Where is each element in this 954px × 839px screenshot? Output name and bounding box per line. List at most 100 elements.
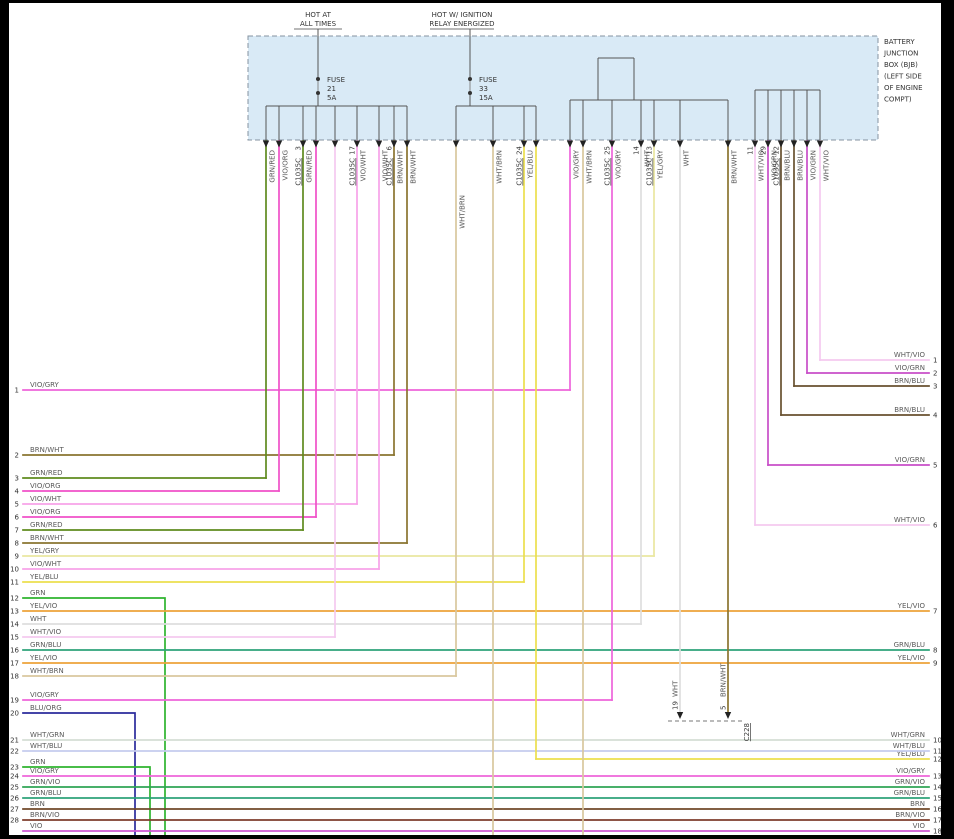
connector-name-c228: C228: [743, 723, 751, 741]
left-wire-code: WHT/BLU: [30, 742, 62, 750]
right-wire-code: VIO/GRN: [895, 456, 925, 464]
fuse-terminal-icon: [468, 77, 472, 81]
right-wire-number: 4: [933, 412, 938, 420]
right-wire-code: BRN/VIO: [895, 811, 925, 819]
left-wire-number: 26: [10, 795, 19, 803]
left-wire-number: 22: [10, 748, 19, 756]
pin-number-label: 12: [773, 146, 781, 155]
right-wire-code: YEL/VIO: [897, 602, 926, 610]
bjb-exit-arrow-icon: [403, 140, 411, 148]
connector-name-label: C1035C: [295, 158, 303, 186]
left-wire-code: GRN/BLU: [30, 789, 61, 797]
left-wire-number: 15: [10, 634, 19, 642]
wire-left-23: [22, 766, 151, 837]
left-wire-number: 4: [15, 488, 20, 496]
junction-box-label: (LEFT SIDE: [884, 73, 922, 81]
wire-left-20: [22, 712, 136, 837]
bjb-exit-arrow-icon: [579, 140, 587, 148]
right-wire-code: YEL/BLU: [896, 750, 925, 758]
right-wire-number: 9: [933, 660, 937, 668]
junction-box-label: OF ENGINE: [884, 84, 923, 92]
right-wire-code: WHT/GRN: [891, 731, 925, 739]
wire-code-label: VIO/GRN: [810, 150, 818, 180]
left-wire-number: 16: [10, 647, 19, 655]
left-wire-number: 27: [10, 806, 19, 814]
right-wire-code: GRN/VIO: [895, 778, 926, 786]
right-wire-number: 1: [933, 357, 937, 365]
bjb-exit-arrow-icon: [724, 140, 732, 148]
left-wire-code: VIO/WHT: [30, 495, 62, 503]
left-wire-number: 28: [10, 817, 19, 825]
left-wire-code: WHT/VIO: [30, 628, 62, 636]
wire-code-label: WHT: [683, 149, 691, 166]
junction-box-label: BATTERY: [884, 38, 915, 46]
bjb-exit-arrow-icon: [777, 140, 785, 148]
right-wire-number: 17: [933, 817, 942, 825]
left-wire-code: YEL/GRY: [29, 547, 60, 555]
wire-code-label: BRN/WHT: [397, 149, 405, 183]
right-wire-code: BRN: [910, 800, 925, 808]
left-wire-number: 13: [10, 608, 19, 616]
fuse-terminal-icon: [468, 91, 472, 95]
fuse-terminal-icon: [316, 77, 320, 81]
right-wire-number: 14: [933, 784, 942, 792]
power-source-label: HOT W/ IGNITION: [432, 11, 493, 19]
left-wire-code: BRN: [30, 800, 45, 808]
left-wire-number: 6: [15, 514, 20, 522]
left-wire-number: 8: [15, 540, 19, 548]
bjb-exit-arrow-icon: [608, 140, 616, 148]
left-wire-number: 11: [10, 579, 19, 587]
pin-number-label: 25: [604, 146, 612, 155]
page-frame-left: [0, 0, 9, 839]
left-wire-code: VIO: [30, 822, 43, 830]
bjb-exit-arrow-icon: [790, 140, 798, 148]
left-wire-code: BRN/WHT: [30, 534, 64, 542]
right-wire-code: YEL/VIO: [897, 654, 926, 662]
left-wire-code: WHT: [30, 615, 47, 623]
left-wire-number: 25: [10, 784, 19, 792]
bjb-exit-arrow-icon: [751, 140, 759, 148]
wire-code-label: BRN/BLU: [797, 150, 805, 181]
bjb-exit-arrow-icon: [489, 140, 497, 148]
left-wire-code: WHT/GRN: [30, 731, 64, 739]
bjb-exit-arrow-icon: [275, 140, 283, 148]
wire-code-label: BRN/WHT: [410, 149, 418, 183]
right-wire-number: 13: [933, 773, 942, 781]
left-wire-code: GRN/VIO: [30, 778, 61, 786]
left-wire-code: BRN/WHT: [30, 446, 64, 454]
left-wire-code: GRN: [30, 589, 46, 597]
bjb-exit-arrow-icon: [637, 140, 645, 148]
pin-number-label: 19: [672, 701, 680, 710]
fuse-label: FUSE: [327, 76, 345, 84]
bjb-exit-arrow-icon: [390, 140, 398, 148]
left-wire-number: 10: [10, 566, 19, 574]
wire-code-label: BRN/WHT: [731, 149, 739, 183]
wire-code-label: WHT: [672, 680, 680, 697]
left-wire-code: VIO/GRY: [30, 767, 60, 775]
left-wire-code: GRN/BLU: [30, 641, 61, 649]
power-source-label: HOT AT: [305, 11, 332, 19]
left-wire-code: GRN/RED: [30, 469, 63, 477]
right-wire-code: WHT/VIO: [894, 516, 926, 524]
left-wire-number: 7: [15, 527, 19, 535]
wire-code-label: WHT/BRN: [459, 195, 467, 229]
fuse-label: FUSE: [479, 76, 497, 84]
left-wire-number: 3: [15, 475, 19, 483]
right-wire-number: 7: [933, 608, 937, 616]
connector-name-label: C1035C: [646, 158, 654, 186]
pin-number-label: 6: [386, 145, 394, 150]
bjb-exit-arrow-icon: [353, 140, 361, 148]
power-source-label: RELAY ENERGIZED: [429, 20, 494, 28]
wire-code-label: YEL/GRY: [657, 149, 665, 180]
left-wire-code: BRN/VIO: [30, 811, 60, 819]
right-wire-number: 10: [933, 737, 942, 745]
right-wire-number: 12: [933, 756, 942, 764]
connector-name-label: C1035C: [773, 158, 781, 186]
right-wire-code: VIO/GRN: [895, 364, 925, 372]
wire-code-label: VIO/WHT: [382, 149, 390, 181]
left-wire-code: YEL/VIO: [29, 654, 58, 662]
left-wire-number: 20: [10, 710, 19, 718]
right-wire-code: GRN/BLU: [894, 641, 925, 649]
